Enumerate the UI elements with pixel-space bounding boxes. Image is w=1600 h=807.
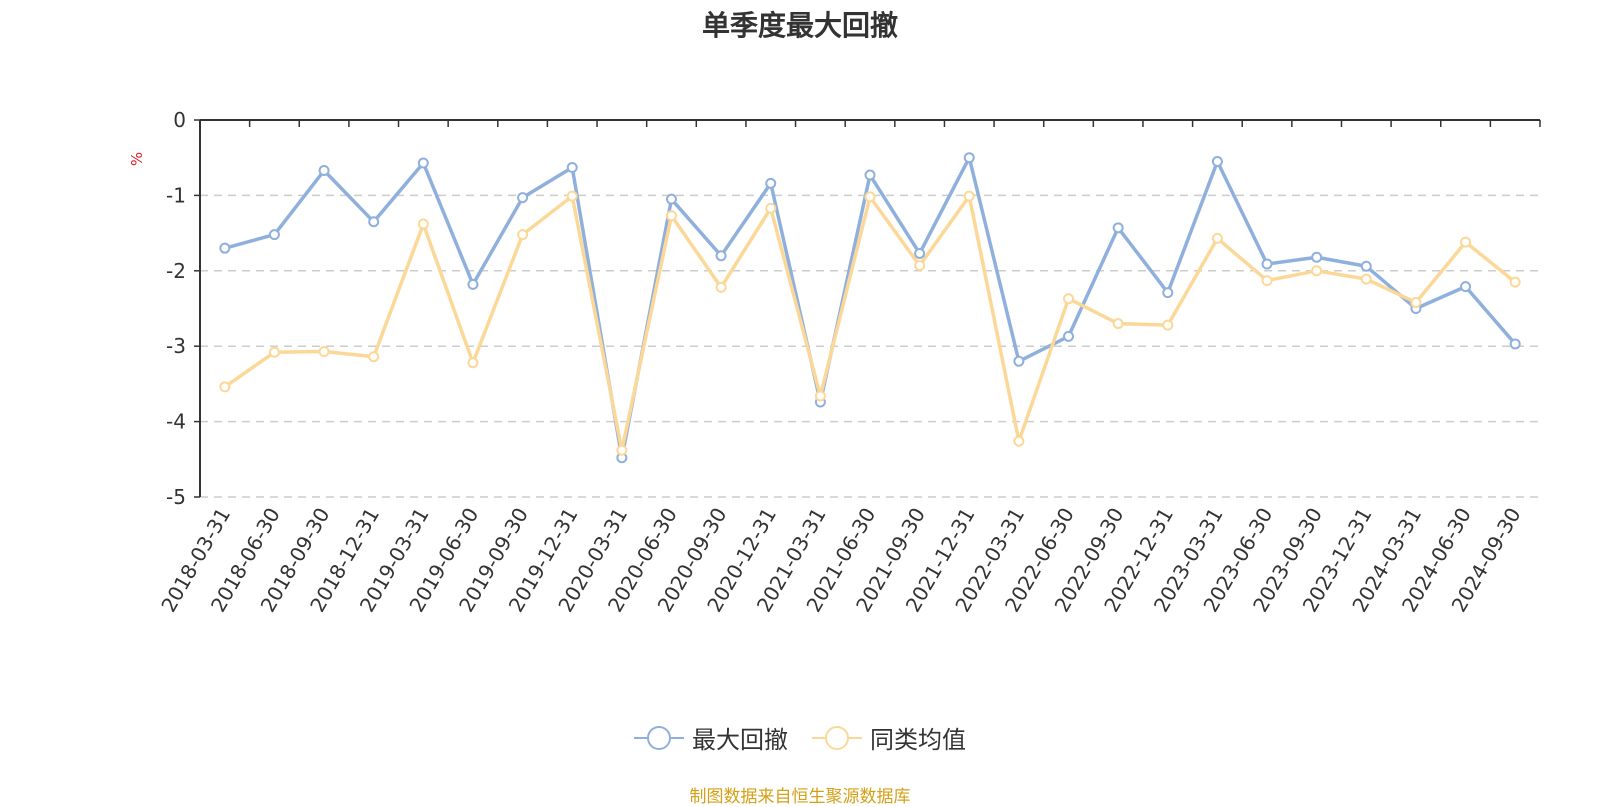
data-point-series-2 xyxy=(1311,265,1323,277)
data-point-series-1 xyxy=(368,216,380,228)
data-point-series-1 xyxy=(665,193,677,205)
data-point-series-2 xyxy=(1261,275,1273,287)
data-point-series-1 xyxy=(864,169,876,181)
legend: 最大回撤 同类均值 xyxy=(0,720,1600,755)
data-point-series-2 xyxy=(1112,318,1124,330)
tick-labels: 0-1-2-3-4-52018-03-312018-06-302018-09-3… xyxy=(156,108,1525,616)
data-point-series-1 xyxy=(467,278,479,290)
data-point-series-1 xyxy=(1261,258,1273,270)
y-tick-label: -1 xyxy=(166,183,186,207)
data-point-series-1 xyxy=(1360,260,1372,272)
data-point-series-1 xyxy=(1063,330,1075,342)
data-point-series-1 xyxy=(963,152,975,164)
data-point-series-2 xyxy=(1211,232,1223,244)
chart-title: 单季度最大回撤 xyxy=(701,9,898,42)
legend-item-series-1[interactable]: 最大回撤 xyxy=(634,720,788,755)
series-line-2 xyxy=(223,194,1517,453)
data-point-series-1 xyxy=(219,242,231,254)
legend-marker-series-2 xyxy=(812,725,862,750)
data-point-series-2 xyxy=(914,260,926,272)
data-point-series-2 xyxy=(814,390,826,402)
y-tick-label: -5 xyxy=(166,485,186,509)
data-source-note: 制图数据来自恒生聚源数据库 xyxy=(689,787,911,807)
data-point-series-2 xyxy=(1063,293,1075,305)
axes xyxy=(194,119,1541,498)
y-tick-label: -3 xyxy=(166,334,186,358)
data-point-series-2 xyxy=(1410,296,1422,308)
data-point-series-1 xyxy=(1211,155,1223,167)
data-point-series-2 xyxy=(517,229,529,241)
legend-label-series-2: 同类均值 xyxy=(870,726,966,754)
data-point-series-2 xyxy=(467,357,479,369)
legend-marker-series-1 xyxy=(634,725,684,750)
data-point-series-1 xyxy=(1162,287,1174,299)
data-point-series-2 xyxy=(1509,276,1521,288)
data-point-series-1 xyxy=(715,250,727,262)
series-lines xyxy=(219,152,1521,464)
data-point-series-2 xyxy=(417,218,429,230)
data-point-series-2 xyxy=(1162,319,1174,331)
data-point-series-1 xyxy=(566,162,578,174)
data-point-series-1 xyxy=(1311,251,1323,263)
y-tick-label: 0 xyxy=(173,108,186,132)
data-point-series-1 xyxy=(268,229,280,241)
data-point-series-1 xyxy=(765,177,777,189)
data-point-series-2 xyxy=(1013,435,1025,447)
data-point-series-2 xyxy=(318,345,330,357)
data-point-series-2 xyxy=(368,351,380,363)
data-point-series-2 xyxy=(616,444,628,456)
data-point-series-1 xyxy=(417,157,429,169)
grid-lines xyxy=(200,194,1540,498)
data-point-series-2 xyxy=(765,202,777,214)
data-point-series-2 xyxy=(963,190,975,202)
data-point-series-1 xyxy=(318,165,330,177)
data-point-series-2 xyxy=(1460,236,1472,248)
y-tick-label: -4 xyxy=(166,410,186,434)
data-point-series-1 xyxy=(914,247,926,259)
data-point-series-1 xyxy=(1460,281,1472,293)
data-point-series-2 xyxy=(566,190,578,202)
legend-item-series-2[interactable]: 同类均值 xyxy=(812,720,966,755)
data-point-series-2 xyxy=(665,210,677,222)
data-point-series-1 xyxy=(517,192,529,204)
data-point-series-2 xyxy=(219,381,231,393)
data-point-series-1 xyxy=(1013,355,1025,367)
y-tick-label: -2 xyxy=(166,259,186,283)
data-point-series-1 xyxy=(1509,338,1521,350)
data-point-series-2 xyxy=(268,346,280,358)
data-point-series-1 xyxy=(1112,222,1124,234)
data-point-series-2 xyxy=(715,281,727,293)
legend-label-series-1: 最大回撤 xyxy=(692,726,788,754)
data-point-series-2 xyxy=(1360,273,1372,285)
data-point-series-2 xyxy=(864,191,876,203)
